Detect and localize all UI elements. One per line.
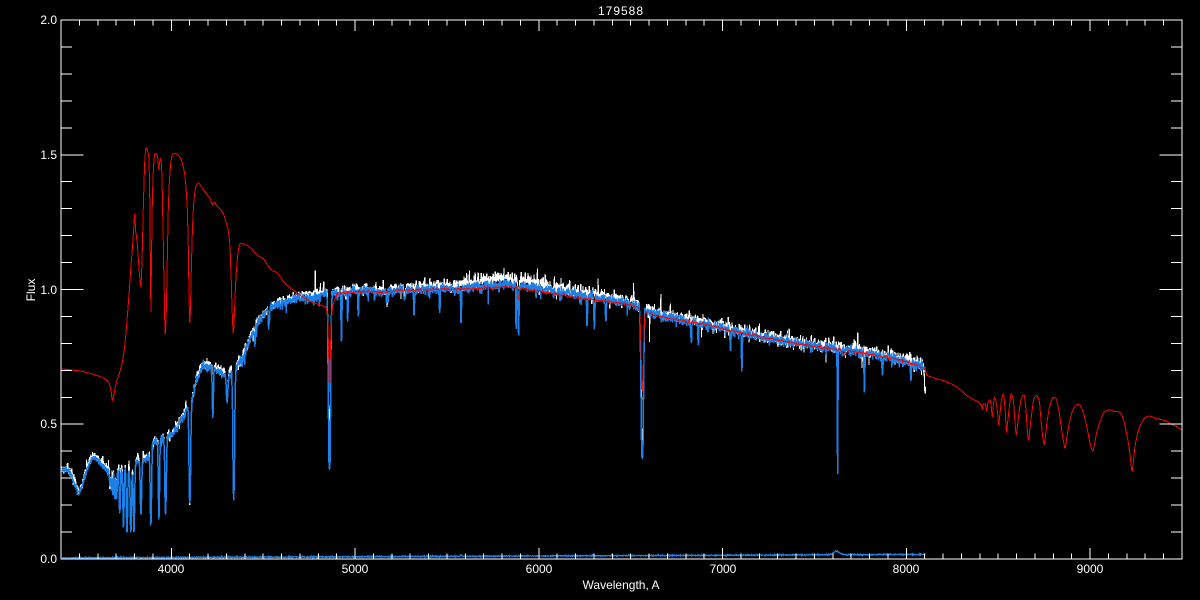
- svg-text:2.0: 2.0: [40, 13, 57, 27]
- svg-text:1.5: 1.5: [40, 148, 57, 162]
- svg-text:8000: 8000: [893, 562, 920, 576]
- svg-text:Wavelength, A: Wavelength, A: [583, 578, 660, 592]
- svg-text:Flux: Flux: [24, 279, 38, 302]
- svg-text:0.5: 0.5: [40, 417, 57, 431]
- svg-text:4000: 4000: [158, 562, 185, 576]
- svg-text:0.0: 0.0: [40, 552, 57, 566]
- svg-text:5000: 5000: [342, 562, 369, 576]
- svg-text:9000: 9000: [1077, 562, 1104, 576]
- svg-text:1.0: 1.0: [40, 283, 57, 297]
- svg-text:6000: 6000: [526, 562, 553, 576]
- svg-text:179588: 179588: [598, 4, 644, 18]
- svg-text:7000: 7000: [710, 562, 737, 576]
